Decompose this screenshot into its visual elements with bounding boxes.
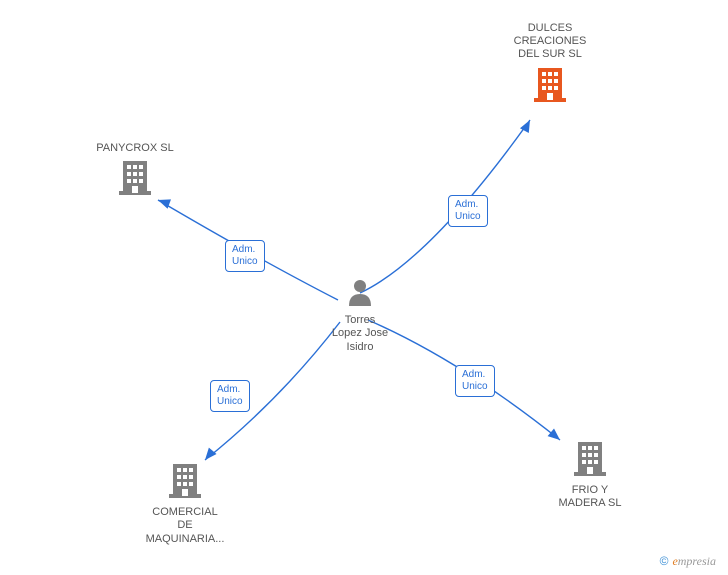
building-icon — [574, 440, 606, 480]
node-person-label: Torres Lopez Jose Isidro — [320, 314, 400, 354]
building-icon — [169, 462, 201, 502]
watermark: ©empresia — [660, 554, 716, 569]
edge-label-panycrox: Adm. Unico — [225, 240, 265, 272]
building-icon — [119, 159, 151, 199]
edge-label-comercial: Adm. Unico — [210, 380, 250, 412]
building-icon — [534, 66, 566, 106]
arrowhead-dulces — [520, 118, 534, 133]
node-comercial: COMERCIAL DE MAQUINARIA... — [135, 462, 235, 546]
node-frio-label: FRIO Y MADERA SL — [545, 484, 635, 510]
edge-label-frio: Adm. Unico — [455, 365, 495, 397]
node-dulces-label: DULCES CREACIONES DEL SUR SL — [500, 22, 600, 62]
node-person: Torres Lopez Jose Isidro — [320, 278, 400, 354]
person-icon — [347, 278, 373, 310]
edge-dulces — [360, 120, 530, 293]
arrowhead-comercial — [201, 448, 216, 464]
diagram-canvas: Adm. Unico Adm. Unico Adm. Unico Adm. Un… — [0, 0, 728, 575]
node-panycrox-label: PANYCROX SL — [85, 142, 185, 155]
watermark-brand-rest: mpresia — [678, 554, 716, 568]
node-comercial-label: COMERCIAL DE MAQUINARIA... — [135, 506, 235, 546]
copyright-symbol: © — [660, 554, 669, 568]
node-frio: FRIO Y MADERA SL — [545, 440, 635, 511]
node-panycrox: PANYCROX SL — [85, 138, 185, 199]
edge-label-dulces: Adm. Unico — [448, 195, 488, 227]
node-dulces: DULCES CREACIONES DEL SUR SL — [500, 18, 600, 106]
